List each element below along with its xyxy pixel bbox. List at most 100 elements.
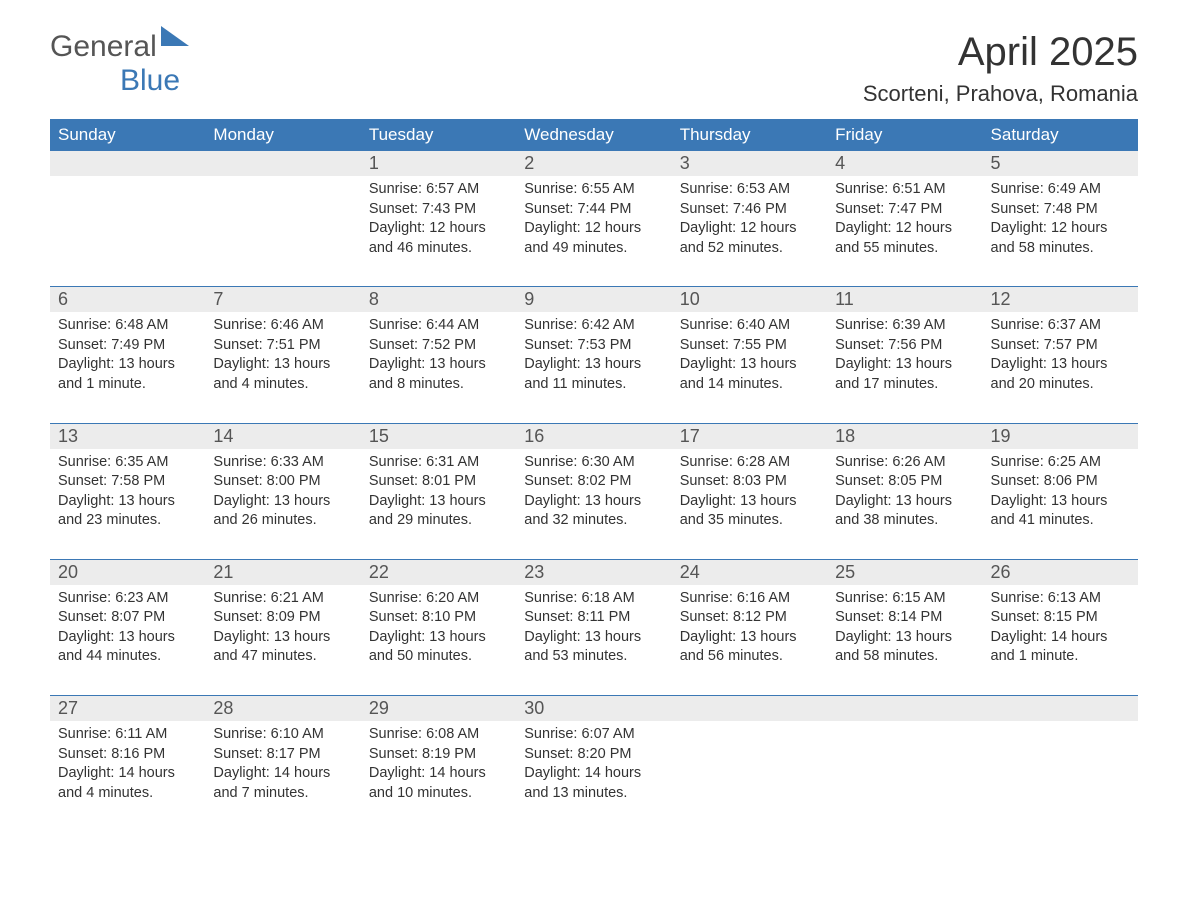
daylight-line: Daylight: 13 hours and 44 minutes. — [58, 629, 175, 665]
sunset-line: Sunset: 7:48 PM — [991, 201, 1098, 217]
day-number-cell: 18 — [827, 423, 982, 449]
logo-word2: Blue — [120, 64, 180, 97]
day-content-cell: Sunrise: 6:13 AMSunset: 8:15 PMDaylight:… — [983, 585, 1138, 696]
sunrise-line: Sunrise: 6:31 AM — [369, 454, 479, 470]
day-content-cell — [983, 721, 1138, 831]
sunrise-line: Sunrise: 6:49 AM — [991, 181, 1101, 197]
day-number-cell: 11 — [827, 287, 982, 313]
daylight-line: Daylight: 13 hours and 35 minutes. — [680, 493, 797, 529]
daylight-line: Daylight: 12 hours and 46 minutes. — [369, 220, 486, 256]
daylight-line: Daylight: 13 hours and 11 minutes. — [524, 356, 641, 392]
daylight-line: Daylight: 13 hours and 14 minutes. — [680, 356, 797, 392]
calendar-table: Sunday Monday Tuesday Wednesday Thursday… — [50, 119, 1138, 831]
day-content-cell: Sunrise: 6:30 AMSunset: 8:02 PMDaylight:… — [516, 449, 671, 560]
sunset-line: Sunset: 8:00 PM — [213, 473, 320, 489]
sunset-line: Sunset: 7:51 PM — [213, 337, 320, 353]
daylight-line: Daylight: 13 hours and 17 minutes. — [835, 356, 952, 392]
day-number-cell: 1 — [361, 151, 516, 176]
weekday-header: Sunday — [50, 119, 205, 151]
sunrise-line: Sunrise: 6:48 AM — [58, 317, 168, 333]
daynum-row: 6789101112 — [50, 287, 1138, 313]
daylight-line: Daylight: 13 hours and 53 minutes. — [524, 629, 641, 665]
day-content-cell: Sunrise: 6:39 AMSunset: 7:56 PMDaylight:… — [827, 312, 982, 423]
sunset-line: Sunset: 8:19 PM — [369, 746, 476, 762]
sunrise-line: Sunrise: 6:11 AM — [58, 726, 167, 742]
day-content-cell: Sunrise: 6:21 AMSunset: 8:09 PMDaylight:… — [205, 585, 360, 696]
sunrise-line: Sunrise: 6:16 AM — [680, 590, 790, 606]
daylight-line: Daylight: 13 hours and 47 minutes. — [213, 629, 330, 665]
day-content-cell: Sunrise: 6:53 AMSunset: 7:46 PMDaylight:… — [672, 176, 827, 287]
day-number-cell: 28 — [205, 696, 360, 722]
daylight-line: Daylight: 12 hours and 52 minutes. — [680, 220, 797, 256]
day-number-cell: 27 — [50, 696, 205, 722]
logo-triangle-icon — [161, 26, 189, 46]
daylight-line: Daylight: 13 hours and 38 minutes. — [835, 493, 952, 529]
daylight-line: Daylight: 14 hours and 7 minutes. — [213, 765, 330, 801]
day-number-cell: 3 — [672, 151, 827, 176]
day-number-cell: 20 — [50, 559, 205, 585]
day-content-cell: Sunrise: 6:42 AM Sunset: 7:53 PM Daylight:… — [516, 312, 671, 423]
day-content-cell: Sunrise: 6:40 AMSunset: 7:55 PMDaylight:… — [672, 312, 827, 423]
sunset-line: Sunset: 7:52 PM — [369, 337, 476, 353]
sunrise-line: Sunrise: 6:42 AM — [524, 317, 634, 333]
day-content-cell: Sunrise: 6:28 AMSunset: 8:03 PMDaylight:… — [672, 449, 827, 560]
day-content-cell: Sunrise: 6:44 AMSunset: 7:52 PMDaylight:… — [361, 312, 516, 423]
day-number-cell: 4 — [827, 151, 982, 176]
sunrise-line: Sunrise: 6:46 AM — [213, 317, 323, 333]
sunset-line: Sunset: 8:11 PM — [524, 609, 630, 625]
day-number-cell: 23 — [516, 559, 671, 585]
sunrise-line: Sunrise: 6:55 AM — [524, 181, 634, 197]
content-row: Sunrise: 6:23 AMSunset: 8:07 PMDaylight:… — [50, 585, 1138, 696]
day-content-cell: Sunrise: 6:46 AMSunset: 7:51 PMDaylight:… — [205, 312, 360, 423]
sunset-line: Sunset: 7:53 PM — [524, 337, 631, 353]
day-content-cell: Sunrise: 6:10 AMSunset: 8:17 PMDaylight:… — [205, 721, 360, 831]
sunset-line: Sunset: 8:02 PM — [524, 473, 631, 489]
page-subtitle: Scorteni, Prahova, Romania — [863, 81, 1138, 107]
day-content-cell: Sunrise: 6:20 AMSunset: 8:10 PMDaylight:… — [361, 585, 516, 696]
weekday-header: Tuesday — [361, 119, 516, 151]
sunrise-line: Sunrise: 6:08 AM — [369, 726, 479, 742]
day-content-cell: Sunrise: 6:16 AM Sunset: 8:12 PM Daylight:… — [672, 585, 827, 696]
sunrise-line: Sunrise: 6:23 AM — [58, 590, 168, 606]
day-content-cell: Sunrise: 6:51 AMSunset: 7:47 PMDaylight:… — [827, 176, 982, 287]
sunrise-line: Sunrise: 6:18 AM — [524, 590, 634, 606]
daynum-row: 13141516171819 — [50, 423, 1138, 449]
day-content-cell: Sunrise: 6:49 AMSunset: 7:48 PMDaylight:… — [983, 176, 1138, 287]
weekday-header: Thursday — [672, 119, 827, 151]
day-number-cell: 15 — [361, 423, 516, 449]
day-content-cell: Sunrise: 6:55 AMSunset: 7:44 PMDaylight:… — [516, 176, 671, 287]
weekday-header: Wednesday — [516, 119, 671, 151]
daylight-line: Daylight: 13 hours and 23 minutes. — [58, 493, 175, 529]
daylight-line: Daylight: 13 hours and 20 minutes. — [991, 356, 1108, 392]
sunrise-line: Sunrise: 6:10 AM — [213, 726, 323, 742]
day-number-cell: 21 — [205, 559, 360, 585]
sunset-line: Sunset: 7:49 PM — [58, 337, 165, 353]
sunrise-line: Sunrise: 6:21 AM — [213, 590, 323, 606]
day-number-cell: 25 — [827, 559, 982, 585]
page-header: General Blue April 2025 Scorteni, Prahov… — [50, 30, 1138, 107]
day-number-cell: 12 — [983, 287, 1138, 313]
day-content-cell: Sunrise: 6:08 AMSunset: 8:19 PMDaylight:… — [361, 721, 516, 831]
calendar-body: 12345 Sunrise: 6:57 AMSunset: 7:43 PMDay… — [50, 151, 1138, 831]
daylight-line: Daylight: 13 hours and 56 minutes. — [680, 629, 797, 665]
sunrise-line: Sunrise: 6:44 AM — [369, 317, 479, 333]
day-number-cell: 26 — [983, 559, 1138, 585]
sunrise-line: Sunrise: 6:53 AM — [680, 181, 790, 197]
sunset-line: Sunset: 7:57 PM — [991, 337, 1098, 353]
weekday-header-row: Sunday Monday Tuesday Wednesday Thursday… — [50, 119, 1138, 151]
daylight-line: Daylight: 13 hours and 26 minutes. — [213, 493, 330, 529]
daylight-line: Daylight: 13 hours and 1 minute. — [58, 356, 175, 392]
day-content-cell: Sunrise: 6:07 AMSunset: 8:20 PMDaylight:… — [516, 721, 671, 831]
sunrise-line: Sunrise: 6:39 AM — [835, 317, 945, 333]
sunset-line: Sunset: 8:03 PM — [680, 473, 787, 489]
sunrise-line: Sunrise: 6:57 AM — [369, 181, 479, 197]
day-content-cell: Sunrise: 6:35 AMSunset: 7:58 PMDaylight:… — [50, 449, 205, 560]
day-content-cell — [827, 721, 982, 831]
day-number-cell: 24 — [672, 559, 827, 585]
day-number-cell — [672, 696, 827, 722]
sunset-line: Sunset: 8:12 PM — [680, 609, 787, 625]
sunrise-line: Sunrise: 6:20 AM — [369, 590, 479, 606]
sunset-line: Sunset: 8:05 PM — [835, 473, 942, 489]
day-number-cell: 10 — [672, 287, 827, 313]
day-content-cell: Sunrise: 6:48 AM Sunset: 7:49 PM Daylight:… — [50, 312, 205, 423]
